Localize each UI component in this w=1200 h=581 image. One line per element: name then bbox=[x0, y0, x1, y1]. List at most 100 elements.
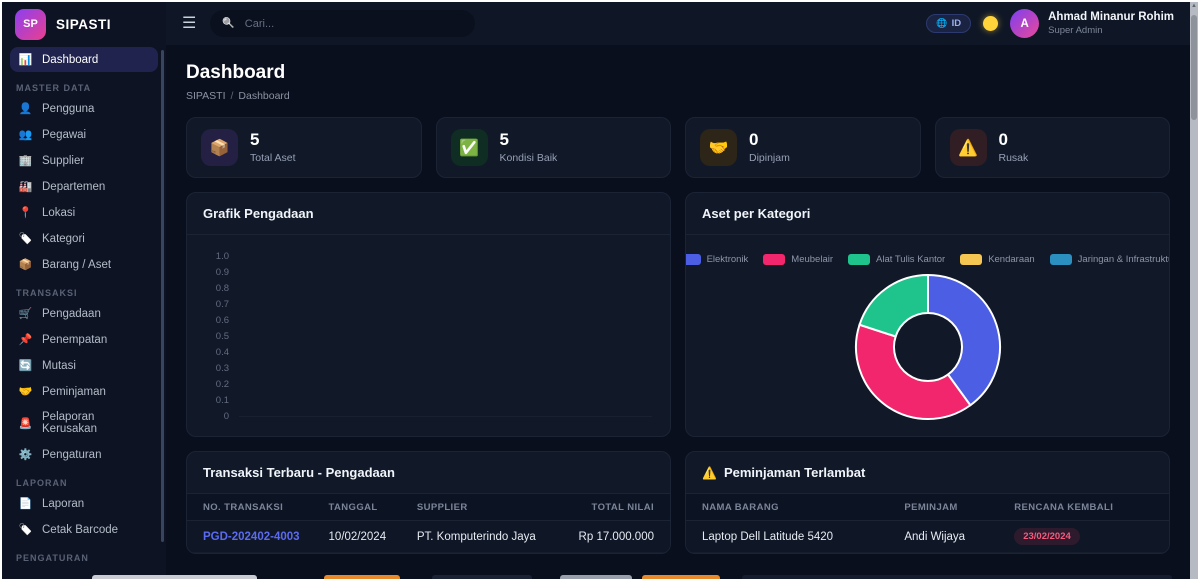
user-menu[interactable]: A Ahmad Minanur Rohim Super Admin bbox=[1010, 9, 1174, 38]
sidebar-item-lokasi[interactable]: 📍 Lokasi bbox=[10, 200, 158, 225]
sidebar-item-laporan[interactable]: 📄 Laporan bbox=[10, 491, 158, 516]
sidebar-item-label: Cetak Barcode bbox=[42, 523, 119, 536]
tables-row: Transaksi Terbaru - Pengadaan NO. TRANSAK… bbox=[186, 451, 1170, 554]
scrollbar-up-arrow-icon[interactable]: ▲ bbox=[1191, 3, 1197, 9]
y-axis-tick-label: 0.3 bbox=[215, 363, 229, 374]
legend-swatch bbox=[686, 254, 701, 265]
stat-text: 0 Dipinjam bbox=[749, 130, 790, 163]
penempatan-icon: 📌 bbox=[18, 334, 33, 346]
sidebar-item-pengadaan[interactable]: 🛒 Pengadaan bbox=[10, 301, 158, 326]
legend-label: Jaringan & Infrastruktur bbox=[1077, 254, 1170, 265]
sidebar-item-barang-aset[interactable]: 📦 Barang / Aset bbox=[10, 252, 158, 277]
category-chart-card: Aset per Kategori Elektronik Meubelair Ala… bbox=[685, 192, 1170, 437]
search-icon: 🔍 bbox=[222, 18, 235, 29]
y-axis-tick-label: 0.5 bbox=[215, 331, 229, 342]
table-cell: 23/02/2024 bbox=[1014, 528, 1153, 545]
stat-label: Rusak bbox=[998, 151, 1029, 164]
legend-swatch bbox=[960, 254, 983, 265]
sidebar-item-label: Lokasi bbox=[42, 206, 76, 219]
y-axis-tick: 0.1 bbox=[205, 395, 652, 406]
stat-icon: ⚠️ bbox=[949, 129, 987, 166]
sidebar-item-label: Supplier bbox=[42, 154, 85, 167]
stat-text: 0 Rusak bbox=[998, 130, 1029, 164]
donut-slice-meubelair bbox=[854, 323, 972, 420]
sidebar-item-label: Barang / Aset bbox=[42, 258, 112, 271]
departemen-icon: 🏭 bbox=[18, 181, 33, 193]
table-row[interactable]: Laptop Dell Latitude 5420 Andi Wijaya 23/0… bbox=[686, 521, 1169, 553]
sidebar-item-label: Pegawai bbox=[42, 128, 87, 141]
table-cell: 10/02/2024 bbox=[328, 530, 387, 543]
stat-icon: 🤝 bbox=[700, 129, 737, 166]
legend-label: Kendaraan bbox=[988, 254, 1035, 265]
column-header: PEMINJAM bbox=[904, 501, 958, 513]
sidebar-item-label: Peminjaman bbox=[42, 385, 106, 398]
menu-toggle-icon[interactable]: ☰ bbox=[182, 14, 197, 32]
table-cell: Andi Wijaya bbox=[904, 530, 966, 543]
app-logo: SP bbox=[15, 8, 46, 40]
sidebar-item-kategori[interactable]: 🏷️ Kategori bbox=[10, 226, 158, 251]
sidebar-item-cetak-barcode[interactable]: 🏷️ Cetak Barcode bbox=[10, 517, 158, 542]
laporan-icon: 📄 bbox=[18, 498, 33, 510]
column-header: RENCANA KEMBALI bbox=[1014, 501, 1114, 513]
y-axis-tick: 0.5 bbox=[205, 331, 652, 342]
stat-text: 5 Total Aset bbox=[250, 130, 296, 164]
sidebar-item-dashboard[interactable]: 📊 Dashboard bbox=[10, 47, 158, 72]
brand-row[interactable]: SP SIPASTI bbox=[2, 2, 166, 46]
y-axis-tick: 0 bbox=[205, 411, 652, 422]
sidebar-item-penempatan[interactable]: 📌 Penempatan bbox=[10, 327, 158, 352]
stat-text: 5 Kondisi Baik bbox=[500, 130, 558, 163]
page-scrollbar[interactable]: ▲ bbox=[1190, 2, 1198, 579]
legend-item: Elektronik bbox=[686, 254, 748, 265]
sidebar-item-label: Dashboard bbox=[42, 53, 99, 66]
breadcrumb-root[interactable]: SIPASTI bbox=[186, 90, 226, 102]
category-chart-title: Aset per Kategori bbox=[686, 193, 1169, 235]
sidebar-item-pengguna[interactable]: 👤 Pengguna bbox=[10, 96, 158, 121]
sidebar-item-peminjaman[interactable]: 🤝 Peminjaman bbox=[10, 379, 158, 404]
y-axis-tick-label: 0 bbox=[223, 411, 229, 422]
scrollbar-thumb[interactable] bbox=[1191, 15, 1197, 120]
column-header: TANGGAL bbox=[328, 501, 378, 513]
stat-label: Total Aset bbox=[250, 151, 296, 164]
donut-slice-alat-tulis-kantor bbox=[857, 273, 929, 338]
sidebar-item-pegawai[interactable]: 👥 Pegawai bbox=[10, 122, 158, 147]
transaction-link[interactable]: PGD-202402-4003 bbox=[203, 530, 300, 543]
peminjaman-icon: 🤝 bbox=[18, 386, 33, 398]
sidebar-item-mutasi[interactable]: 🔄 Mutasi bbox=[10, 353, 158, 378]
theme-toggle-sun-icon[interactable] bbox=[983, 16, 999, 31]
sidebar-item-supplier[interactable]: 🏢 Supplier bbox=[10, 148, 158, 173]
table-row[interactable]: PGD-202402-4003 10/02/2024 PT. Komputerind… bbox=[187, 521, 670, 553]
page-title: Dashboard bbox=[186, 62, 286, 83]
sidebar-item-label: Mutasi bbox=[42, 359, 76, 372]
procurement-chart-card: Grafik Pengadaan 1.0 0.9 0.8 0.7 0.6 0.5 0.4 0.… bbox=[186, 192, 671, 437]
sidebar-item-pelaporan-kerusakan[interactable]: 🚨 Pelaporan Kerusakan bbox=[10, 405, 158, 441]
donut-legend: Elektronik Meubelair Alat Tulis Kantor Kend… bbox=[686, 254, 1169, 265]
stat-icon: 📦 bbox=[201, 129, 238, 166]
stat-value: 5 bbox=[250, 130, 260, 150]
sidebar-item-pengaturan[interactable]: ⚙️ Pengaturan bbox=[10, 442, 158, 467]
legend-label: Alat Tulis Kantor bbox=[876, 254, 946, 265]
procurement-chart-plot: 1.0 0.9 0.8 0.7 0.6 0.5 0.4 0.3 0.2 0.1 0 bbox=[187, 235, 670, 436]
language-switcher[interactable]: 🌐 ID bbox=[926, 14, 972, 33]
y-axis-tick-label: 0.1 bbox=[215, 395, 229, 406]
column-header: NO. TRANSAKSI bbox=[203, 501, 284, 513]
search-input[interactable] bbox=[242, 16, 464, 31]
stats-row: 📦 5 Total Aset ✅ 5 Kondisi Baik 🤝 0 Dipinjam ⚠️ 0 R… bbox=[186, 117, 1170, 178]
sidebar-item-departemen[interactable]: 🏭 Departemen bbox=[10, 174, 158, 199]
y-axis-tick: 1.0 bbox=[205, 251, 652, 262]
table-card-title: Transaksi Terbaru - Pengadaan bbox=[187, 452, 670, 494]
search-box[interactable]: 🔍 bbox=[210, 10, 476, 37]
supplier-icon: 🏢 bbox=[18, 155, 33, 167]
sidebar-scrollbar[interactable] bbox=[161, 50, 164, 542]
legend-item: Meubelair bbox=[763, 254, 833, 265]
y-axis-tick-label: 0.8 bbox=[215, 283, 229, 294]
pegawai-icon: 👥 bbox=[18, 129, 33, 141]
app-title: SIPASTI bbox=[56, 16, 112, 32]
legend-swatch bbox=[1049, 254, 1072, 265]
y-axis-tick-label: 1.0 bbox=[215, 251, 229, 262]
y-axis-tick: 0.8 bbox=[205, 283, 652, 294]
globe-icon: 🌐 bbox=[936, 18, 948, 28]
stat-card: 📦 5 Total Aset bbox=[186, 117, 422, 178]
avatar: A bbox=[1010, 9, 1040, 38]
table-cell: PT. Komputerindo Jaya bbox=[416, 530, 536, 543]
